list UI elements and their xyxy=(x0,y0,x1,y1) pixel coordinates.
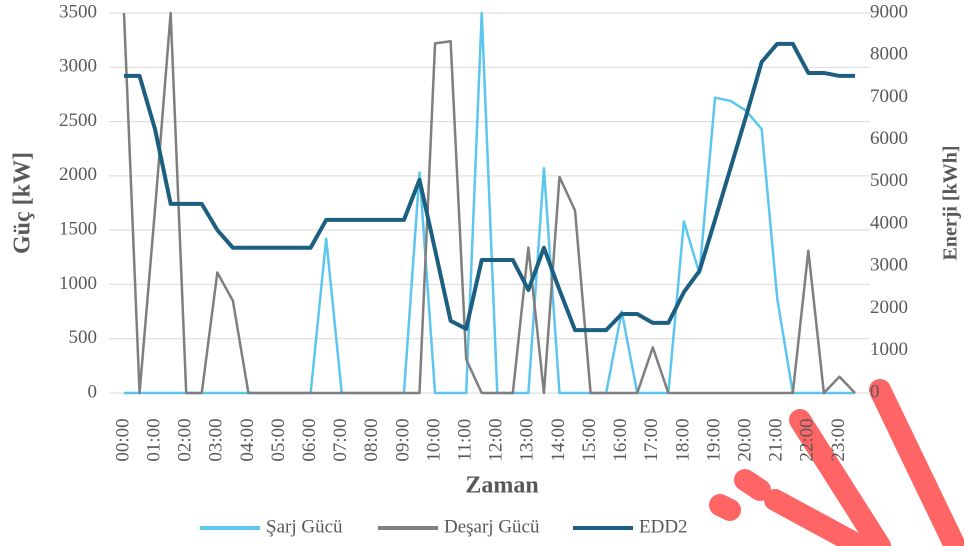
x-tick-label: 06:00 xyxy=(299,418,320,461)
x-tick-label: 20:00 xyxy=(734,418,755,461)
y-tick-label: 500 xyxy=(69,327,98,348)
y2-tick-label: 3000 xyxy=(870,255,908,276)
y-tick-label: 3500 xyxy=(59,1,97,22)
y2-tick-label: 7000 xyxy=(870,86,908,107)
x-tick-label: 17:00 xyxy=(641,418,662,461)
x-tick-label: 23:00 xyxy=(828,418,849,461)
legend-label: Şarj Gücü xyxy=(266,516,343,537)
x-tick-label: 01:00 xyxy=(143,418,164,461)
x-tick-label: 09:00 xyxy=(392,418,413,461)
x-tick-label: 18:00 xyxy=(672,418,693,461)
legend-label: Deşarj Gücü xyxy=(444,516,540,537)
y2-tick-label: 4000 xyxy=(870,212,908,233)
x-tick-label: 08:00 xyxy=(361,418,382,461)
y2-tick-label: 9000 xyxy=(870,1,908,22)
x-tick-label: 00:00 xyxy=(112,418,133,461)
x-tick-label: 03:00 xyxy=(206,418,227,461)
x-tick-label: 02:00 xyxy=(175,418,196,461)
x-tick-label: 21:00 xyxy=(766,418,787,461)
y2-axis-title: Enerji [kWh] xyxy=(940,146,962,261)
x-tick-label: 11:00 xyxy=(455,419,476,462)
x-tick-label: 22:00 xyxy=(797,418,818,461)
y-tick-label: 2500 xyxy=(59,110,97,131)
y-tick-label: 1500 xyxy=(59,219,97,240)
x-tick-label: 13:00 xyxy=(517,418,538,461)
x-tick-label: 16:00 xyxy=(610,418,631,461)
y-tick-label: 2000 xyxy=(59,164,97,185)
x-tick-label: 12:00 xyxy=(486,418,507,461)
y2-tick-label: 8000 xyxy=(870,44,908,65)
y-tick-label: 0 xyxy=(88,381,98,402)
y-axis-title: Güç [kW] xyxy=(10,152,36,254)
y2-tick-label: 2000 xyxy=(870,297,908,318)
x-tick-label: 19:00 xyxy=(703,418,724,461)
x-tick-label: 05:00 xyxy=(268,418,289,461)
x-tick-label: 14:00 xyxy=(548,418,569,461)
x-tick-label: 10:00 xyxy=(423,418,444,461)
x-tick-label: 15:00 xyxy=(579,418,600,461)
x-tick-label: 04:00 xyxy=(237,418,258,461)
y2-tick-label: 1000 xyxy=(870,339,908,360)
y2-tick-label: 0 xyxy=(870,381,880,402)
watermark xyxy=(720,390,955,546)
y2-tick-label: 5000 xyxy=(870,170,908,191)
y-tick-label: 1000 xyxy=(59,273,97,294)
y-tick-label: 3000 xyxy=(59,56,97,77)
x-axis-title: Zaman xyxy=(465,473,538,499)
series-line xyxy=(124,13,855,393)
x-tick-label: 07:00 xyxy=(330,418,351,461)
legend-label: EDD2 xyxy=(639,516,688,537)
chart: Zaman Güç [kW] Enerji [kWh] 0 500 1000 1500… xyxy=(0,0,964,546)
y2-tick-label: 6000 xyxy=(870,128,908,149)
